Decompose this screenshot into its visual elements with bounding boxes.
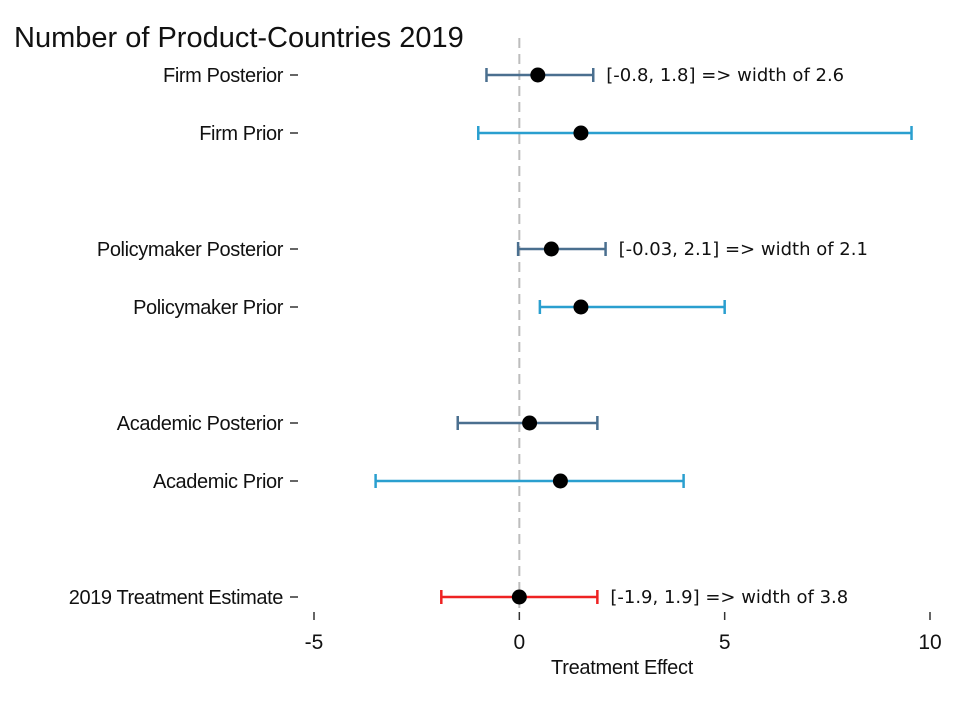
x-tick-label: -5 xyxy=(305,631,324,654)
y-tick-label: Firm Prior xyxy=(199,123,284,145)
y-tick-label: Policymaker Prior xyxy=(133,297,284,319)
point-estimate xyxy=(511,589,527,605)
point-estimate xyxy=(543,241,559,257)
x-tick-label: 10 xyxy=(918,631,941,654)
row-academic-prior: Academic Prior xyxy=(153,471,685,493)
y-tick-label: Academic Posterior xyxy=(117,413,284,435)
row-firm-posterior: Firm Posterior [-0.8, 1.8] => width of 2.… xyxy=(163,65,844,87)
y-tick-label: Policymaker Posterior xyxy=(97,239,284,261)
point-estimate xyxy=(573,125,589,141)
row-policymaker-prior: Policymaker Prior xyxy=(133,297,726,319)
interval-annotation: [-0.03, 2.1] => width of 2.1 xyxy=(619,239,868,260)
point-estimate xyxy=(530,67,546,83)
row-academic-posterior: Academic Posterior xyxy=(117,413,599,435)
point-estimate xyxy=(552,473,568,489)
row-2019-treatment-estimate: 2019 Treatment Estimate [-1.9, 1.9] => wi… xyxy=(69,587,849,609)
row-policymaker-posterior: Policymaker Posterior [-0.03, 2.1] => wid… xyxy=(97,239,868,261)
x-tick-label: 5 xyxy=(719,631,731,654)
chart-title: Number of Product-Countries 2019 xyxy=(14,22,464,54)
interval-annotation: [-0.8, 1.8] => width of 2.6 xyxy=(606,65,844,86)
point-estimate xyxy=(573,299,589,315)
point-estimate xyxy=(522,415,538,431)
x-axis-label: Treatment Effect xyxy=(551,657,694,679)
row-firm-prior: Firm Prior xyxy=(199,123,913,145)
y-tick-label: Firm Posterior xyxy=(163,65,284,87)
y-tick-label: 2019 Treatment Estimate xyxy=(69,587,284,609)
interval-annotation: [-1.9, 1.9] => width of 3.8 xyxy=(610,587,848,608)
x-tick-label: 0 xyxy=(513,631,525,654)
y-tick-label: Academic Prior xyxy=(153,471,284,493)
